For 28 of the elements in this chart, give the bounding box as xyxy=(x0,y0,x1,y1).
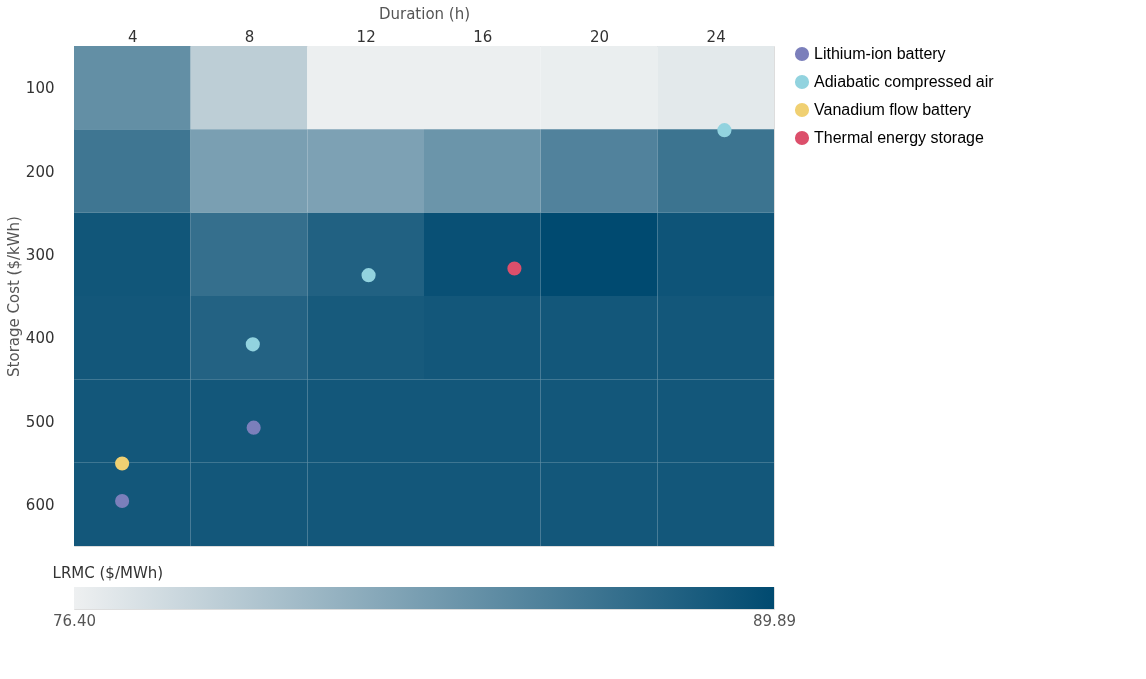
point xyxy=(115,456,130,471)
y-tick-label: 600 xyxy=(25,495,55,514)
color-bar-label: 89.89 xyxy=(753,611,796,630)
point xyxy=(245,337,260,352)
legend-label: Thermal energy storage xyxy=(814,129,984,146)
point xyxy=(507,261,522,276)
color-bar-label: 76.40 xyxy=(53,611,96,630)
x-tick-label: 20 xyxy=(589,27,610,46)
x-tick-label: 8 xyxy=(244,27,255,46)
y-axis-title: Storage Cost ($/kWh) xyxy=(4,216,23,377)
x-tick-label: 4 xyxy=(128,27,138,46)
x-tick-label: 12 xyxy=(356,27,376,46)
legend-label: Adiabatic compressed air xyxy=(814,73,995,90)
y-tick-label: 400 xyxy=(25,329,55,348)
x-tick-label: 24 xyxy=(706,27,726,46)
point xyxy=(115,493,130,509)
y-tick-label: 100 xyxy=(25,79,55,98)
point xyxy=(717,123,732,138)
y-tick-label: 500 xyxy=(25,412,55,431)
legend-label: Lithium-ion battery xyxy=(814,45,946,62)
point xyxy=(361,268,376,283)
y-tick-label: 200 xyxy=(25,162,55,181)
point xyxy=(246,420,261,435)
x-axis-title: Duration (h) xyxy=(378,4,471,23)
legend-label: Vanadium flow battery xyxy=(814,101,972,118)
x-tick-label: 16 xyxy=(473,27,493,46)
color-bar-title: LRMC ($/MWh) xyxy=(52,564,164,582)
y-tick-label: 300 xyxy=(25,245,55,264)
